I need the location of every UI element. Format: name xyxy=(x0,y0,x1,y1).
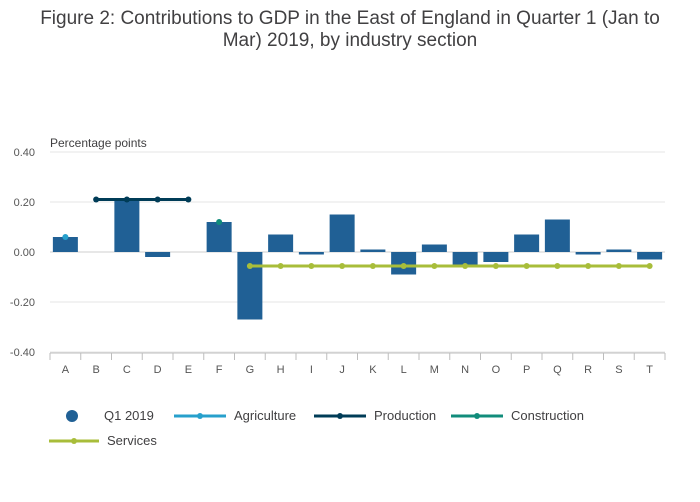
y-tick-label: -0.20 xyxy=(10,297,35,309)
y-axis-label: Percentage points xyxy=(50,136,147,150)
bar-D xyxy=(145,252,171,257)
point-services-P xyxy=(523,263,530,269)
x-tick-label: T xyxy=(646,364,653,376)
legend-label-agriculture: Agriculture xyxy=(234,408,297,423)
point-services-L xyxy=(400,263,407,269)
x-tick-label: E xyxy=(185,364,192,376)
legend-line-agriculture xyxy=(174,412,226,419)
y-tick-label: 0.20 xyxy=(14,197,35,209)
legend-label-services: Services xyxy=(107,433,157,448)
legend-line-production xyxy=(314,412,366,419)
chart-title: Figure 2: Contributions to GDP in the Ea… xyxy=(0,8,700,52)
chart-title-line-2: Mar) 2019, by industry section xyxy=(222,30,478,51)
bar-P xyxy=(514,234,540,252)
x-tick-label: F xyxy=(216,364,223,376)
point-services-N xyxy=(462,263,469,269)
x-tick-label: D xyxy=(154,364,162,376)
y-tick-label: 0.00 xyxy=(14,247,35,259)
x-tick-label: R xyxy=(584,364,592,376)
x-tick-label: A xyxy=(62,364,70,376)
point-services-H xyxy=(277,263,284,269)
legend-item-q1-2019[interactable]: Q1 2019 xyxy=(66,408,154,423)
bar-J xyxy=(329,214,355,252)
chart-title-line-1: Figure 2: Contributions to GDP in the Ea… xyxy=(40,8,660,29)
bar-Q xyxy=(544,219,570,252)
bar-T xyxy=(637,252,663,260)
point-services-T xyxy=(646,263,653,269)
bar-H xyxy=(268,234,294,252)
point-services-J xyxy=(339,263,346,269)
bar-G xyxy=(237,252,263,320)
x-tick-label: P xyxy=(523,364,530,376)
point-production-E xyxy=(185,196,192,203)
point-services-M xyxy=(431,263,438,269)
bar-F xyxy=(206,222,232,252)
x-tick-label: Q xyxy=(553,364,562,376)
bar-K xyxy=(360,249,386,252)
y-tick-label: -0.40 xyxy=(10,347,35,359)
chart-legend: Q1 2019 Agriculture Production Construct… xyxy=(0,400,700,460)
x-tick-label: M xyxy=(430,364,439,376)
bar-A xyxy=(52,237,78,252)
legend-item-construction[interactable]: Construction xyxy=(451,408,584,423)
bar-O xyxy=(483,252,509,262)
legend-label-construction: Construction xyxy=(511,408,584,423)
x-tick-label: C xyxy=(123,364,131,376)
point-production-D xyxy=(154,196,161,203)
point-services-O xyxy=(492,263,499,269)
legend-label-production: Production xyxy=(374,408,437,423)
x-tick-label: B xyxy=(92,364,99,376)
x-tick-label: L xyxy=(401,364,407,376)
point-services-I xyxy=(308,263,315,269)
legend-line-construction xyxy=(451,412,503,419)
bar-C xyxy=(114,199,140,252)
bar-R xyxy=(575,252,601,255)
point-production-B xyxy=(93,196,100,203)
x-tick-label: O xyxy=(492,364,501,376)
legend-item-production[interactable]: Production xyxy=(314,408,436,423)
point-services-R xyxy=(585,263,592,269)
y-tick-label: 0.40 xyxy=(14,147,35,159)
x-tick-label: G xyxy=(246,364,255,376)
x-tick-label: H xyxy=(277,364,285,376)
legend-line-services xyxy=(49,437,99,444)
point-agriculture-A xyxy=(62,234,69,240)
legend-item-services[interactable]: Services xyxy=(49,433,157,448)
x-tick-label: K xyxy=(369,364,377,376)
point-services-S xyxy=(615,263,622,269)
x-tick-label: J xyxy=(339,364,345,376)
bar-M xyxy=(421,244,447,252)
x-tick-label: S xyxy=(615,364,622,376)
point-services-G xyxy=(246,263,253,269)
legend-item-agriculture[interactable]: Agriculture xyxy=(174,408,296,423)
legend-marker-q1-2019 xyxy=(66,409,78,422)
point-production-C xyxy=(123,196,130,203)
bar-N xyxy=(452,252,478,265)
x-tick-label: N xyxy=(461,364,469,376)
bar-I xyxy=(298,252,324,255)
bar-S xyxy=(606,249,632,252)
x-tick-label: I xyxy=(310,364,313,376)
point-services-K xyxy=(369,263,376,269)
point-construction-F xyxy=(216,219,223,225)
legend-label-q1-2019: Q1 2019 xyxy=(104,408,154,423)
point-services-Q xyxy=(554,263,561,269)
